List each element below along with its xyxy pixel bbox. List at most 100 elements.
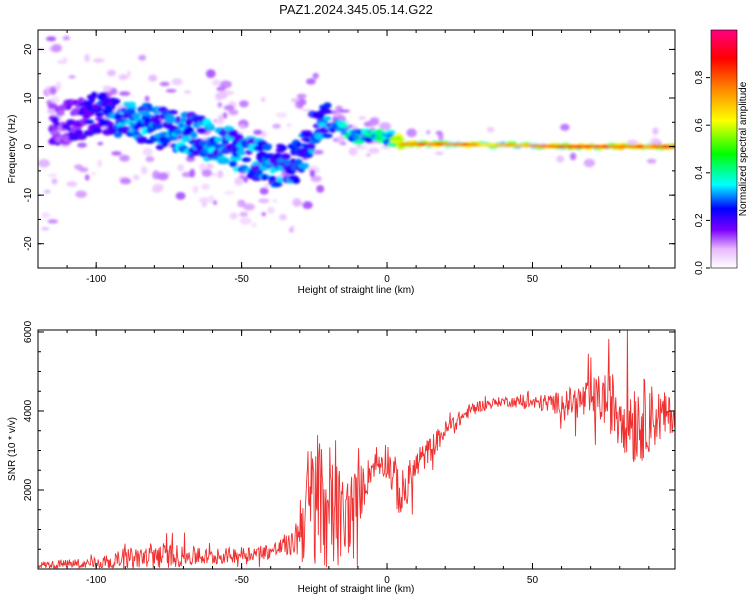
noise-blob xyxy=(62,57,68,64)
noise-blob xyxy=(198,197,210,204)
ridge-core xyxy=(511,143,524,148)
noise-blob xyxy=(46,86,51,95)
colorbar-tick-label: 0.8 xyxy=(694,70,705,84)
ridge-core xyxy=(529,144,542,148)
noise-blob xyxy=(75,190,87,198)
noise-blob xyxy=(486,127,495,133)
ridge-blob xyxy=(85,102,93,111)
noise-blob xyxy=(239,217,252,225)
noise-blob xyxy=(41,212,50,218)
y-tick-label: 0 xyxy=(23,143,34,149)
ridge-blob xyxy=(233,133,244,142)
noise-blob xyxy=(142,147,153,157)
noise-blob xyxy=(556,155,565,163)
ridge-blob xyxy=(196,127,207,134)
ridge-core xyxy=(442,142,455,146)
noise-blob xyxy=(626,139,638,145)
ridge-core xyxy=(503,143,516,147)
noise-blob xyxy=(306,78,316,85)
colorbar-tick-label: 0.4 xyxy=(694,165,705,179)
noise-blob xyxy=(316,185,325,193)
ridge-core xyxy=(634,145,647,149)
noise-blob xyxy=(43,189,51,194)
ridge-blob xyxy=(323,102,332,109)
noise-blob xyxy=(356,145,368,150)
ridge-core xyxy=(590,145,603,149)
ridge-core xyxy=(407,142,420,146)
ridge-blob xyxy=(308,142,316,151)
noise-blob xyxy=(218,114,224,122)
noise-blob xyxy=(234,177,244,186)
ridge-core xyxy=(564,145,577,149)
ridge-blob xyxy=(77,134,86,139)
noise-blob xyxy=(272,123,281,129)
noise-blob xyxy=(264,183,270,189)
noise-blob xyxy=(279,213,287,221)
noise-blob xyxy=(569,152,577,161)
ridge-blob xyxy=(51,116,60,124)
noise-blob xyxy=(291,98,300,103)
ridge-blob xyxy=(228,129,239,135)
noise-blob xyxy=(62,35,71,41)
snr-y-label: SNR (10 * v/v) xyxy=(7,417,18,481)
spectrogram-y-label: Frequency (Hz) xyxy=(7,115,18,184)
snr-frame xyxy=(37,329,676,570)
ridge-blob xyxy=(125,106,137,111)
noise-blob xyxy=(132,174,140,181)
ridge-blob xyxy=(220,158,231,165)
noise-blob xyxy=(84,174,90,181)
y-tick-label: -10 xyxy=(23,187,34,202)
ridge-blob xyxy=(181,135,192,143)
ridge-core xyxy=(494,143,507,147)
x-tick-label: -50 xyxy=(234,274,249,285)
ridge-core xyxy=(424,142,437,146)
y-tick-label: 4000 xyxy=(23,399,34,422)
noise-blob xyxy=(368,147,380,154)
x-tick-label: 50 xyxy=(527,274,539,285)
noise-blob xyxy=(358,116,367,120)
noise-blob xyxy=(152,183,165,192)
noise-blob xyxy=(309,169,316,178)
ridge-blob xyxy=(132,112,141,120)
ridge-blob xyxy=(291,177,301,184)
noise-blob xyxy=(51,95,60,105)
noise-blob xyxy=(148,74,158,82)
y-tick-label: 20 xyxy=(23,43,34,55)
noise-blob xyxy=(91,171,96,176)
ridge-core xyxy=(415,142,428,146)
noise-blob xyxy=(119,154,130,162)
noise-blob xyxy=(47,173,58,177)
noise-blob xyxy=(106,69,116,77)
ridge-core xyxy=(573,145,585,149)
noise-blob xyxy=(365,153,371,157)
y-tick-label: -20 xyxy=(23,236,34,251)
ridge-blob xyxy=(337,121,349,129)
noise-blob xyxy=(171,78,183,86)
snr-panel: -100 -50 0 50 2000 4000 6000 Height of straig… xyxy=(7,320,676,595)
noise-blob xyxy=(260,96,266,103)
noise-blob xyxy=(223,105,235,111)
ridge-blob xyxy=(322,109,333,114)
ridge-blob xyxy=(246,137,257,146)
y-tick-label: 2000 xyxy=(23,478,34,501)
noise-blob xyxy=(192,185,199,194)
noise-blob xyxy=(46,36,57,42)
noise-blob xyxy=(144,95,150,102)
colorbar-tick-label: 0.6 xyxy=(694,118,705,132)
ridge-blob xyxy=(229,160,238,168)
ridge-blob xyxy=(300,132,313,137)
ridge-blob xyxy=(174,128,183,136)
noise-blob xyxy=(97,141,104,146)
ridge-blob xyxy=(153,119,161,125)
figure-title: PAZ1.2024.345.05.14.G22 xyxy=(279,2,433,17)
y-tick-label: 6000 xyxy=(23,320,34,343)
noise-blob xyxy=(298,101,304,110)
noise-blob xyxy=(380,145,391,150)
ridge-core xyxy=(581,145,594,149)
noise-blob xyxy=(219,80,232,89)
ridge-core xyxy=(468,143,481,147)
x-tick-label: -100 xyxy=(86,575,106,586)
noise-blob xyxy=(97,159,103,168)
ridge-core xyxy=(599,145,612,149)
